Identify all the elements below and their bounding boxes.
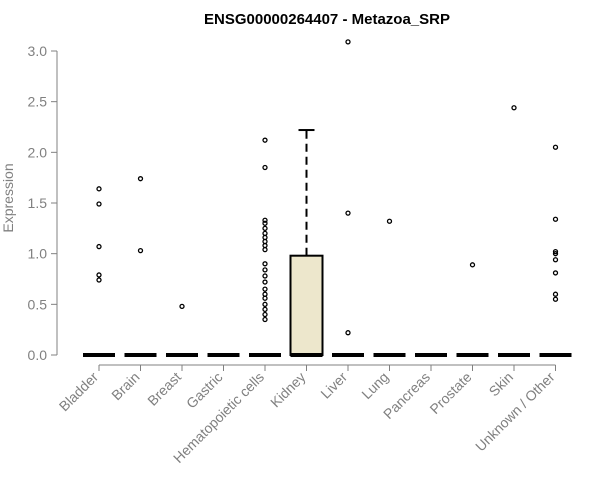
outlier-point [262,220,268,226]
outlier-point [552,296,559,302]
outlier-point [96,243,102,250]
y-tick-label: 1.5 [28,195,48,211]
outlier-point [262,291,268,297]
y-tick-label: 2.5 [28,94,48,110]
outlier-point [262,242,268,249]
outlier-point [345,210,351,216]
box-group [83,186,115,357]
outlier-point [262,246,268,253]
y-axis: 0.0 0.5 1.0 1.5 2.0 2.5 3.0 [28,43,58,363]
outlier-point [262,217,268,223]
outlier-point [96,201,102,207]
outlier-point [262,267,268,273]
outlier-point [137,176,144,182]
box-group [373,218,406,357]
outlier-point [96,277,102,283]
outlier-point [262,316,268,323]
outlier-point [262,261,268,267]
box-group [498,105,530,357]
box-group [456,262,489,357]
outlier-point [552,270,559,276]
box-group [332,39,364,357]
box-group [166,303,198,357]
y-tick-label: 0.0 [28,347,48,363]
x-tick-label: Skin [486,369,517,400]
outlier-point [262,286,268,292]
outlier-point [552,216,559,222]
outlier-point [262,238,268,245]
x-tick-label: Bladder [56,369,102,415]
outlier-point [262,279,268,285]
y-tick-label: 3.0 [28,43,48,59]
outlier-point [262,273,268,279]
x-tick-label: Prostate [426,369,474,417]
x-tick-label: Brain [108,369,142,403]
outlier-point [262,164,268,171]
x-tick-label: Breast [144,369,184,409]
outlier-point [262,301,268,307]
outlier-point [96,272,102,278]
plot-area [83,39,572,357]
box-group [249,137,281,357]
outlier-point [262,137,268,143]
outlier-point [552,251,559,257]
box-group [539,144,572,357]
outlier-point [96,186,102,192]
outlier-point [179,303,185,310]
outlier-point [552,257,559,263]
outlier-point [262,230,268,237]
outlier-point [345,330,351,336]
x-tick-label: Liver [317,369,350,402]
outlier-point [345,39,351,45]
box-group [289,129,324,357]
y-tick-label: 0.5 [28,296,48,312]
x-tick-label: Unknown / Other [472,369,558,455]
x-tick-label: Lung [358,369,391,402]
y-axis-title: Expression [0,163,16,232]
outlier-point [469,262,476,268]
y-tick-label: 2.0 [28,144,48,160]
outlier-point [262,311,268,318]
outlier-point [386,218,393,224]
chart-title: ENSG00000264407 - Metazoa_SRP [204,11,450,28]
outlier-point [552,248,559,255]
outlier-point [552,291,559,297]
box-group [124,176,157,357]
outlier-point [511,105,517,111]
outlier-point [262,234,268,241]
box [289,254,324,356]
outlier-point [552,144,559,150]
outlier-point [262,225,268,231]
outlier-point [137,247,144,254]
outlier-point [262,295,268,301]
x-tick-label: Kidney [267,369,309,411]
y-tick-label: 1.0 [28,246,48,262]
outlier-point [262,306,268,313]
